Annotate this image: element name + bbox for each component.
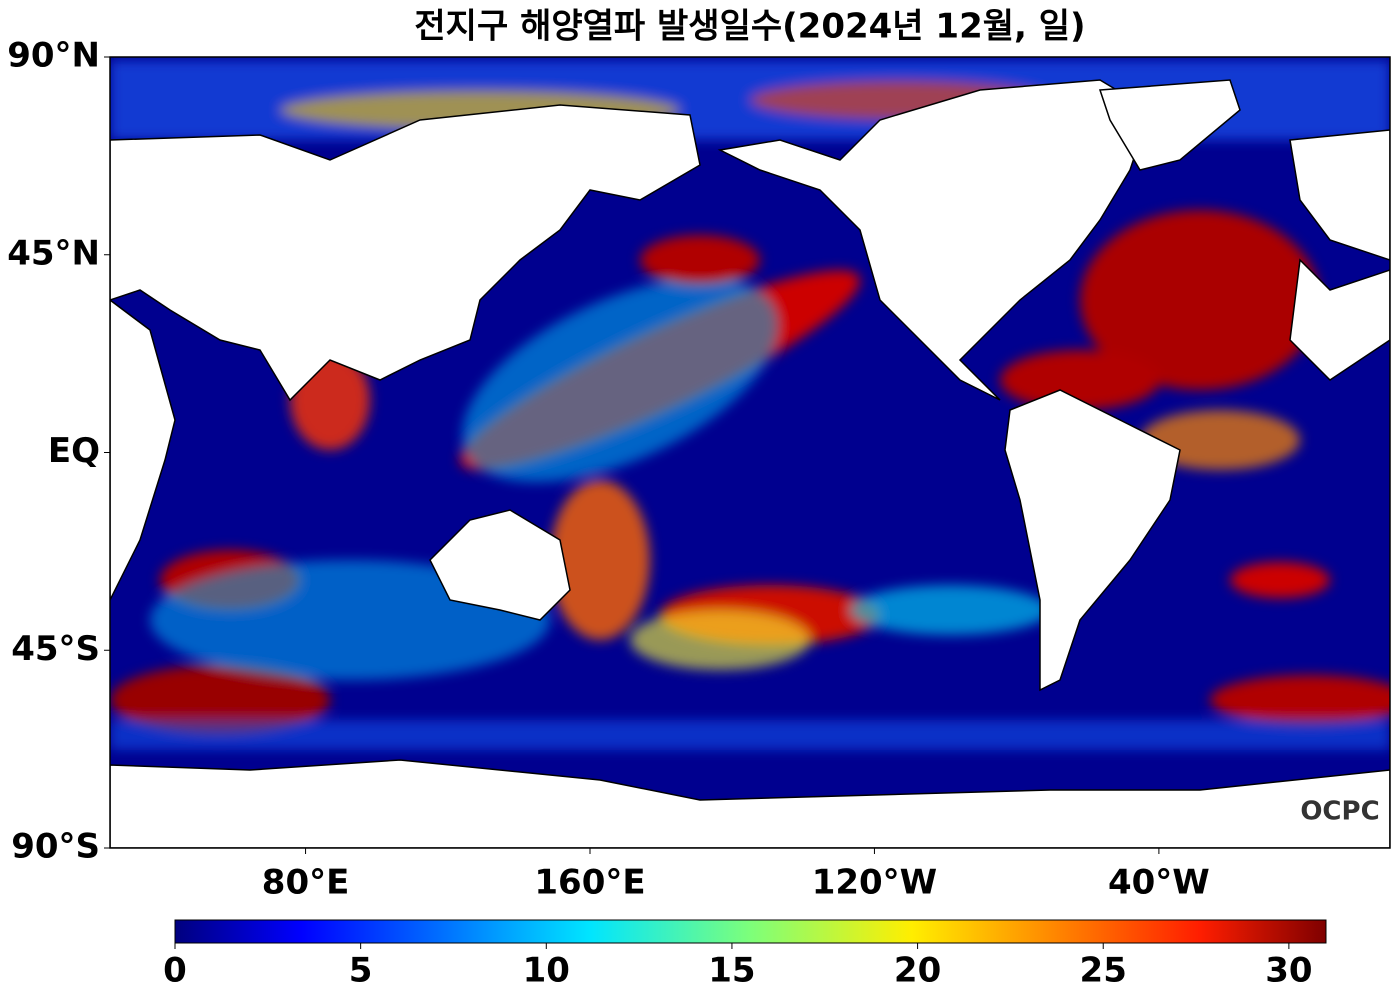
colorbar-tick-label: 20	[894, 951, 941, 991]
y-tick-label: 90°N	[7, 36, 100, 76]
y-tick-label: 90°S	[11, 827, 100, 867]
colorbar-tick-label: 25	[1080, 951, 1127, 991]
colorbar	[174, 919, 1327, 944]
x-tick-label: 40°W	[1108, 863, 1210, 903]
logo: OCPC	[1300, 797, 1379, 827]
x-tick-label: 80°E	[262, 863, 350, 903]
colorbar-tick-label: 30	[1265, 951, 1312, 991]
colorbar-tick-label: 5	[349, 951, 373, 991]
title: 전지구 해양열파 발생일수(2024년 12월, 일)	[414, 7, 1085, 47]
land	[110, 79, 1390, 848]
colorbar-tick-label: 10	[523, 951, 570, 991]
y-tick-label: 45°S	[11, 629, 100, 669]
colorbar-tick-label: 15	[708, 951, 755, 991]
y-tick-label: 45°N	[7, 233, 100, 273]
y-tick-label: EQ	[48, 431, 100, 471]
colorbar-tick-label: 0	[163, 951, 187, 991]
x-tick-label: 120°W	[812, 863, 937, 903]
x-tick-label: 160°E	[534, 863, 645, 903]
map-area	[110, 57, 1390, 848]
